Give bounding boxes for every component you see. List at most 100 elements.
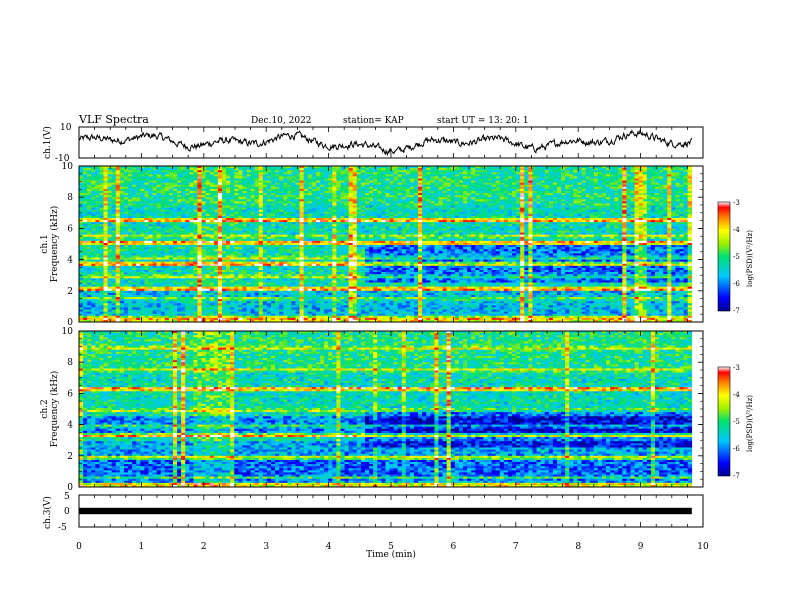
ch1-spectrogram-cell: [217, 224, 223, 227]
ch1-spectrogram-cell: [667, 224, 672, 227]
ch1-spectrogram-cell: [401, 201, 407, 204]
ch1-spectrogram-cell: [397, 176, 403, 179]
ch1-spectrogram-cell: [360, 226, 366, 229]
ch1-spectrogram-cell: [160, 213, 166, 217]
ch1-spectrogram-cell: [128, 176, 133, 179]
ch1-spectrogram-cell: [103, 201, 108, 204]
ch1-spectrogram-cell: [569, 190, 574, 194]
ch1-spectrogram-cell: [418, 174, 423, 177]
ch1-spectrogram-cell: [581, 195, 586, 198]
ch1-spectrogram-cell: [646, 224, 652, 227]
ch1-spectrogram-cell: [561, 228, 566, 231]
ch1-spectrogram-cell: [479, 178, 484, 181]
ch1-spectrogram-cell: [352, 226, 358, 229]
ch1-spectrogram-cell: [160, 190, 166, 194]
ch1-spectrogram-cell: [332, 180, 337, 183]
ch1-spectrogram-cell: [552, 207, 558, 210]
ch1-spectrogram-cell: [283, 166, 288, 169]
ch1-spectrogram-cell: [565, 176, 570, 179]
ch1-spectrogram-cell: [172, 220, 178, 223]
ch1-spectrogram-cell: [266, 197, 272, 200]
ch1-spectrogram-cell: [655, 201, 660, 204]
ch1-spectrogram-cell: [95, 172, 100, 175]
ch1-spectrogram-cell: [226, 222, 231, 225]
ch1-spectrogram-cell: [234, 197, 239, 200]
ch1-spectrogram-cell: [164, 197, 170, 200]
ch1-spectrogram-cell: [520, 168, 525, 171]
ch1-spectrogram-cell: [148, 176, 153, 179]
ch1-spectrogram-cell: [348, 172, 354, 175]
ch1-spectrogram-cell: [679, 184, 684, 188]
ch1-spectrogram-cell: [181, 232, 186, 235]
ch1-spectrogram-cell: [409, 197, 415, 200]
ch1-spectrogram-cell: [152, 226, 157, 229]
ch1-spectrogram-cell: [320, 218, 325, 221]
ch1-spectrogram-cell: [450, 166, 456, 169]
ch1-spectrogram-cell: [512, 213, 517, 217]
ch1-spectrogram-cell: [107, 193, 112, 196]
ch1-spectrogram-cell: [675, 180, 680, 183]
ch1-spectrogram-cell: [413, 228, 419, 231]
ch1-spectrogram-cell: [418, 201, 423, 204]
ch1-spectrogram-cell: [614, 209, 619, 213]
ch1-spectrogram-cell: [246, 180, 251, 183]
ch1-spectrogram-cell: [352, 184, 358, 188]
ch1-spectrogram-cell: [279, 224, 284, 227]
ch1-spectrogram-cell: [467, 172, 472, 175]
ch1-spectrogram-cell: [320, 226, 325, 229]
ch1-spectrogram-cell: [655, 195, 660, 198]
ch1-spectrogram-cell: [585, 186, 590, 190]
ch1-spectrogram-cell: [283, 226, 288, 229]
ch1-spectrogram-cell: [287, 193, 292, 196]
ch1-spectrogram-cell: [516, 186, 521, 190]
ch1-spectrogram-cell: [221, 172, 227, 175]
ch1-spectrogram-cell: [507, 170, 513, 173]
ch1-spectrogram-cell: [189, 176, 194, 179]
ch1-spectrogram-cell: [291, 211, 296, 215]
ch1-spectrogram-cell: [136, 188, 141, 192]
ch1-spectrogram-cell: [303, 190, 309, 194]
ch1-spectrogram-cell: [189, 166, 194, 169]
ch1-spectrogram-cell: [152, 209, 157, 213]
ch1-spectrogram-cell: [385, 199, 390, 202]
ch1-spectrogram-cell: [655, 218, 660, 221]
ch1-spectrogram-cell: [638, 186, 644, 190]
ch1-spectrogram-cell: [83, 203, 88, 206]
ch1-spectrogram-cell: [181, 186, 186, 190]
ch1-spectrogram-cell: [642, 220, 648, 223]
ch1-spectrogram-cell: [446, 174, 452, 177]
ch1-spectrogram-cell: [622, 209, 627, 213]
ch1-spectrogram-cell: [409, 224, 415, 227]
ch1-spectrogram-cell: [687, 188, 693, 192]
ch1-spectrogram-cell: [303, 168, 309, 171]
ch1-spectrogram-cell: [626, 226, 631, 229]
ch1-spectrogram-cell: [581, 174, 586, 177]
ch1-spectrogram-cell: [626, 172, 631, 175]
ch1-spectrogram-cell: [152, 193, 157, 196]
ch1-spectrogram-cell: [95, 209, 100, 213]
ch1-spectrogram-cell: [132, 174, 137, 177]
ch1-spectrogram-cell: [79, 190, 84, 194]
ch1-spectrogram-cell: [348, 199, 354, 202]
ch1-spectrogram-cell: [491, 174, 496, 177]
ch1-spectrogram-cell: [679, 226, 684, 229]
ch1-spectrogram-cell: [164, 215, 170, 219]
ch1-spectrogram-cell: [495, 207, 501, 210]
ch1-spectrogram-cell: [426, 166, 431, 169]
ch1-spectrogram-cell: [344, 209, 349, 213]
ch1-spectrogram-cell: [446, 213, 452, 217]
ch1-spectrogram-cell: [430, 224, 435, 227]
ch1-spectrogram-cell: [381, 218, 386, 221]
ch1-spectrogram-cell: [405, 199, 411, 202]
ch1-spectrogram-cell: [279, 184, 284, 188]
ch1-spectrogram-cell: [283, 201, 288, 204]
ch1-spectrogram-cell: [360, 224, 366, 227]
ch1-spectrogram-cell: [377, 218, 382, 221]
ch1-spectrogram-cell: [487, 170, 492, 173]
ch1-spectrogram-cell: [307, 190, 313, 194]
ch1-spectrogram-cell: [156, 180, 162, 183]
ch1-spectrogram-cell: [115, 228, 121, 231]
ch1-spectrogram-cell: [160, 205, 166, 208]
ch1-spectrogram-cell: [401, 170, 407, 173]
ch1-spectrogram-cell: [618, 215, 623, 219]
